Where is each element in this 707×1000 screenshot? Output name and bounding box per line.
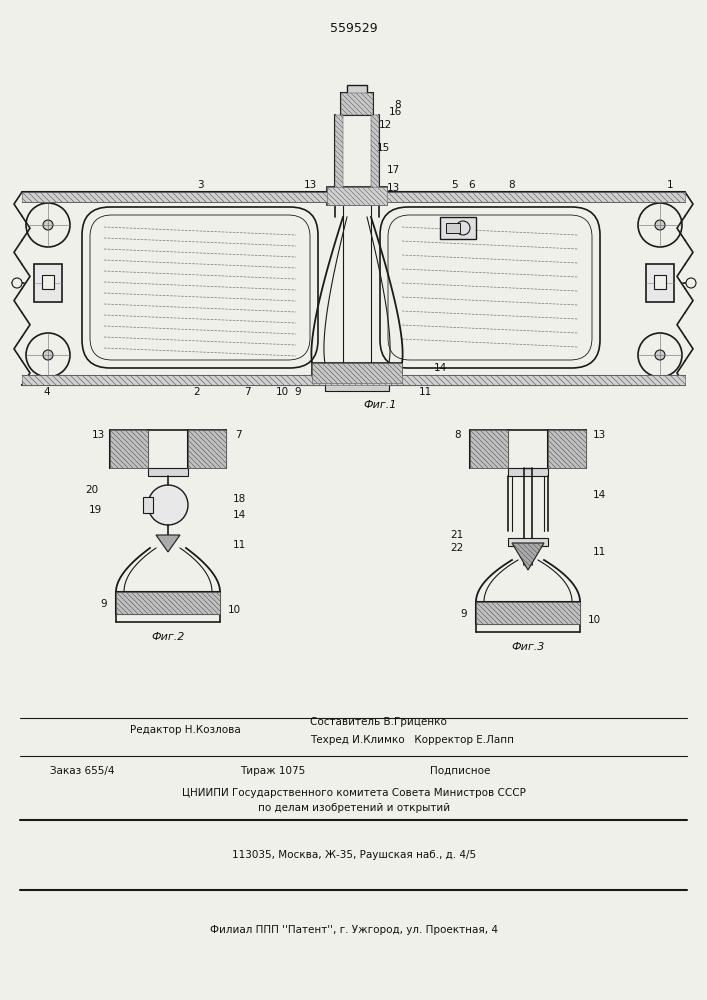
Text: Редактор Н.Козлова: Редактор Н.Козлова: [130, 725, 241, 735]
Bar: [476, 602, 580, 624]
Text: Заказ 655/4: Заказ 655/4: [50, 766, 115, 776]
Bar: [148, 468, 188, 476]
Text: 7: 7: [235, 430, 241, 440]
Text: 12: 12: [378, 120, 392, 130]
Bar: [110, 430, 148, 468]
Bar: [327, 187, 387, 205]
FancyBboxPatch shape: [82, 207, 318, 368]
Text: 5: 5: [452, 180, 458, 190]
Text: 11: 11: [233, 540, 245, 550]
Text: 2: 2: [194, 387, 200, 397]
Text: Тираж 1075: Тираж 1075: [240, 766, 305, 776]
Bar: [22, 192, 685, 202]
Text: 3: 3: [197, 180, 204, 190]
Text: 8: 8: [395, 100, 402, 110]
Text: 11: 11: [592, 547, 606, 557]
Polygon shape: [156, 535, 180, 552]
Bar: [371, 115, 379, 192]
Bar: [325, 383, 389, 391]
Text: 10: 10: [276, 387, 288, 397]
Text: 17: 17: [386, 165, 399, 175]
Bar: [343, 115, 371, 192]
Text: 13: 13: [386, 183, 399, 193]
Text: 1: 1: [667, 180, 673, 190]
Text: 13: 13: [91, 430, 105, 440]
Bar: [143, 497, 153, 513]
Text: 13: 13: [303, 180, 317, 190]
Text: 16: 16: [388, 107, 402, 117]
Circle shape: [12, 278, 22, 288]
Text: 11: 11: [419, 387, 432, 397]
Text: 6: 6: [469, 180, 475, 190]
Text: 21: 21: [450, 530, 464, 540]
Bar: [335, 115, 343, 192]
Bar: [116, 592, 220, 614]
Text: 7: 7: [244, 387, 250, 397]
Polygon shape: [512, 543, 544, 570]
Text: Техред И.Климко   Корректор Е.Лапп: Техред И.Климко Корректор Е.Лапп: [310, 735, 514, 745]
Bar: [42, 275, 54, 289]
Text: 559529: 559529: [330, 21, 378, 34]
Bar: [34, 264, 62, 302]
Text: 8: 8: [455, 430, 461, 440]
Bar: [327, 187, 387, 205]
Text: по делам изобретений и открытий: по делам изобретений и открытий: [258, 803, 450, 813]
Bar: [470, 430, 508, 468]
Bar: [312, 363, 402, 383]
Text: 9: 9: [461, 609, 467, 619]
Text: 15: 15: [376, 143, 390, 153]
Bar: [440, 217, 476, 239]
Circle shape: [686, 278, 696, 288]
Text: 14: 14: [233, 510, 245, 520]
Circle shape: [148, 485, 188, 525]
Bar: [654, 275, 666, 289]
Bar: [341, 93, 373, 115]
Text: Подписное: Подписное: [430, 766, 491, 776]
Text: 18: 18: [233, 494, 245, 504]
Text: Составитель В.Гриценко: Составитель В.Гриценко: [310, 717, 447, 727]
Bar: [188, 430, 226, 468]
Text: 10: 10: [228, 605, 240, 615]
Bar: [508, 538, 548, 546]
Text: Фиг.3: Фиг.3: [511, 642, 544, 652]
Bar: [347, 85, 367, 95]
Circle shape: [655, 220, 665, 230]
Text: Фиг.2: Фиг.2: [151, 632, 185, 642]
Text: 9: 9: [295, 387, 301, 397]
Text: ЦНИИПИ Государственного комитета Совета Министров СССР: ЦНИИПИ Государственного комитета Совета …: [182, 788, 526, 798]
Text: 8: 8: [509, 180, 515, 190]
FancyBboxPatch shape: [380, 207, 600, 368]
Text: 10: 10: [588, 615, 600, 625]
Bar: [341, 93, 373, 115]
Text: 13: 13: [592, 430, 606, 440]
Bar: [646, 264, 674, 302]
Bar: [548, 430, 586, 468]
Bar: [508, 468, 548, 476]
Text: 22: 22: [450, 543, 464, 553]
Text: 14: 14: [592, 490, 606, 500]
Text: Филиал ППП ''Патент'', г. Ужгород, ул. Проектная, 4: Филиал ППП ''Патент'', г. Ужгород, ул. П…: [210, 925, 498, 935]
Bar: [446, 223, 460, 233]
Text: 4: 4: [44, 387, 50, 397]
Text: Фиг.1: Фиг.1: [363, 400, 397, 410]
Text: 14: 14: [433, 363, 447, 373]
Bar: [312, 363, 402, 383]
Circle shape: [43, 220, 53, 230]
Bar: [22, 375, 685, 385]
Text: 19: 19: [88, 505, 102, 515]
Text: 20: 20: [86, 485, 98, 495]
Circle shape: [43, 350, 53, 360]
Text: 113035, Москва, Ж-35, Раушская наб., д. 4/5: 113035, Москва, Ж-35, Раушская наб., д. …: [232, 850, 476, 860]
Text: 9: 9: [100, 599, 107, 609]
Circle shape: [655, 350, 665, 360]
